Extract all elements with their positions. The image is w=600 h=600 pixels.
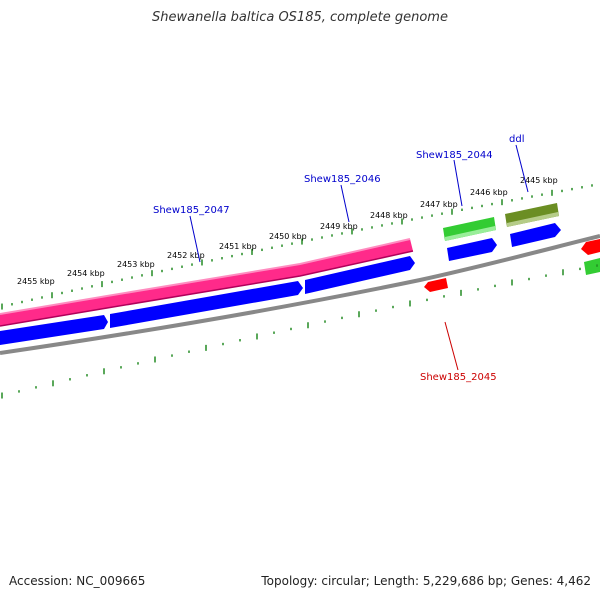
upper-genes — [443, 203, 600, 275]
tick-label-2455: 2455 kbp — [17, 277, 55, 286]
label-ddl[interactable]: ddl — [509, 134, 524, 145]
tick-label-2448: 2448 kbp — [370, 211, 408, 220]
tick-label-2450: 2450 kbp — [269, 232, 307, 241]
tick-label-2447: 2447 kbp — [420, 200, 458, 209]
cds-shew185-2047-b[interactable] — [110, 281, 303, 328]
cds-shew185-2044[interactable] — [447, 238, 497, 261]
map-title: Shewanella baltica OS185, complete genom… — [152, 10, 448, 25]
tick-label-2449: 2449 kbp — [320, 222, 358, 231]
cds-shew185-2047-a[interactable] — [0, 315, 108, 345]
outer-tick-ring — [1, 184, 593, 310]
tick-label-2452: 2452 kbp — [167, 251, 205, 260]
label-shew185-2047[interactable]: Shew185_2047 — [153, 205, 230, 216]
gene-shew185-2047-pink[interactable] — [0, 296, 107, 326]
accession-label: Accession: NC_009665 — [9, 574, 146, 588]
tick-label-2451: 2451 kbp — [219, 242, 257, 251]
gene-labels: Shew185_2047 Shew185_2046 Shew185_2044 d… — [153, 134, 524, 383]
pink-gene-track — [0, 238, 414, 327]
tick-label-2446: 2446 kbp — [470, 188, 508, 197]
label-shew185-2044[interactable]: Shew185_2044 — [416, 150, 493, 161]
inner-tick-ring — [1, 264, 598, 399]
red-genes — [424, 239, 600, 292]
gene-right-green[interactable] — [584, 258, 600, 275]
tick-label-2445: 2445 kbp — [520, 176, 558, 185]
tick-label-2453: 2453 kbp — [117, 260, 155, 269]
label-leaders — [189, 144, 529, 371]
gene-right-red[interactable] — [581, 239, 600, 255]
genome-backbone — [0, 234, 600, 355]
tick-labels: 2455 kbp 2454 kbp 2453 kbp 2452 kbp 2451… — [17, 176, 558, 286]
tick-label-2454: 2454 kbp — [67, 269, 105, 278]
label-shew185-2046[interactable]: Shew185_2046 — [304, 174, 381, 185]
cds-track — [0, 223, 561, 345]
cds-ddl[interactable] — [510, 223, 561, 247]
gene-shew185-2045-red[interactable] — [424, 278, 448, 292]
label-shew185-2045[interactable]: Shew185_2045 — [420, 372, 497, 383]
cds-shew185-2046[interactable] — [305, 256, 415, 294]
genome-summary: Topology: circular; Length: 5,229,686 bp… — [261, 574, 591, 588]
